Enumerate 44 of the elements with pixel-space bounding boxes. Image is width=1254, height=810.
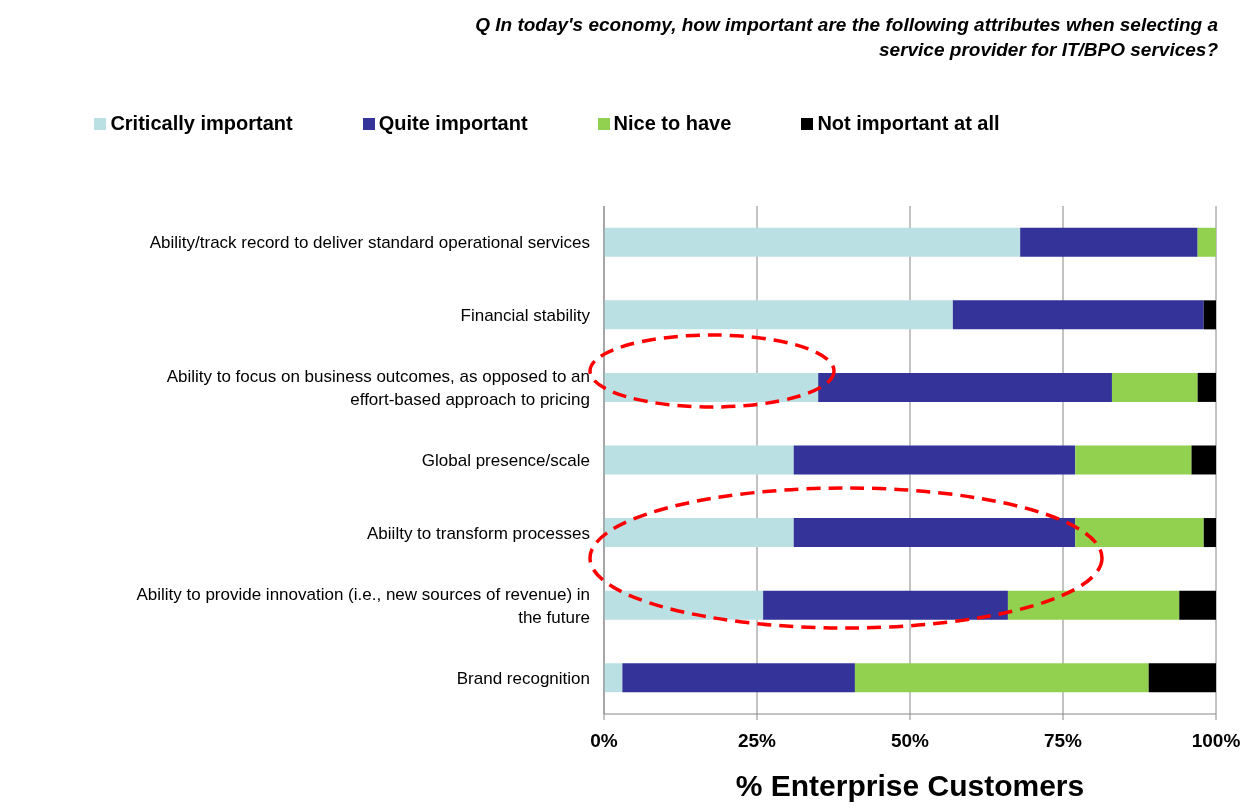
bar (604, 663, 623, 693)
bar (1197, 227, 1216, 257)
y-tick-label: Ability to focus on business outcomes, as opposed to an effort-based approach to pricing (166, 366, 590, 409)
bar (604, 518, 794, 548)
x-tick-label: 0% (590, 730, 618, 752)
y-tick-label: Ability/track record to deliver standard operational services (149, 232, 590, 252)
bar (793, 518, 1076, 548)
bar (1203, 300, 1216, 330)
bar (1148, 663, 1216, 693)
bar (604, 372, 819, 402)
bar (818, 372, 1112, 402)
x-axis-title: % Enterprise Customers (735, 769, 1085, 802)
y-tick-label: Ability to provide innovation (i.e., new sources of revenue) in the future (136, 584, 590, 627)
bar (1020, 227, 1198, 257)
y-tick-label: Brand recognition (456, 668, 590, 688)
legend-label: Critically important (110, 112, 293, 135)
bar (1203, 518, 1216, 548)
bar (1197, 372, 1216, 402)
legend-label: Not important at all (817, 112, 1000, 135)
bar (604, 227, 1021, 257)
x-tick-label: 75% (1043, 730, 1083, 752)
chart-title: Q In today's economy, how important are the following attributes when selecting a service provider for IT/BPO services? (474, 13, 1218, 62)
bar (793, 445, 1076, 475)
bar (1007, 590, 1180, 620)
bar (604, 590, 764, 620)
y-tick-label: Financial stability (460, 305, 591, 325)
bar (604, 300, 953, 330)
bar (622, 663, 855, 693)
bar (604, 445, 794, 475)
bar (1111, 372, 1198, 402)
bar (763, 590, 1008, 620)
bar (1191, 445, 1216, 475)
bar (952, 300, 1204, 330)
y-tick-label: Abiilty to transform processes (367, 523, 590, 543)
x-tick-label: 25% (737, 730, 777, 752)
x-tick-label: 100% (1191, 730, 1241, 752)
legend-label: Quite important (378, 112, 528, 135)
legend-label: Nice to have (613, 112, 732, 135)
bar (1075, 518, 1204, 548)
y-tick-label: Global presence/scale (421, 450, 590, 470)
x-tick-label: 50% (890, 730, 930, 752)
bar (854, 663, 1149, 693)
bar (1179, 590, 1216, 620)
bar (1075, 445, 1192, 475)
